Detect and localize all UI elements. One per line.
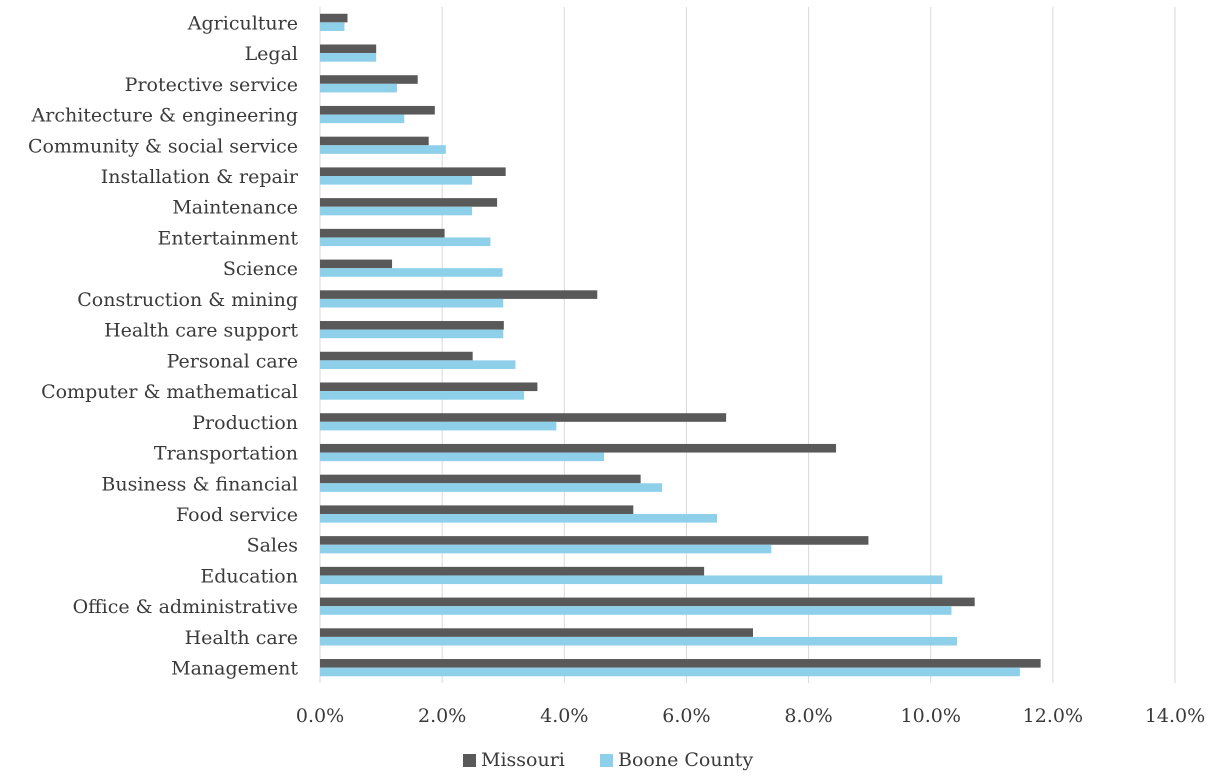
x-tick-label: 6.0% (662, 705, 710, 727)
bar-missouri (320, 228, 445, 238)
x-tick-label: 4.0% (540, 705, 588, 727)
bar-missouri (320, 413, 727, 422)
bar-boone-county (320, 298, 504, 308)
bar-missouri (320, 382, 538, 392)
bar-missouri (320, 259, 393, 269)
category-label: Office & administrative (73, 596, 298, 618)
bars (320, 13, 1041, 677)
bar-boone-county (320, 667, 1020, 677)
category-label: Architecture & engineering (31, 105, 298, 127)
category-label: Business & financial (101, 473, 298, 495)
bar-boone-county (320, 329, 504, 339)
legend-swatch (463, 754, 476, 767)
bar-boone-county (320, 22, 345, 31)
category-label: Personal care (167, 350, 298, 372)
bar-boone-county (320, 483, 662, 492)
bar-missouri (320, 167, 506, 176)
category-label: Legal (245, 43, 298, 65)
bar-missouri (320, 321, 504, 330)
bar-boone-county (320, 360, 516, 369)
bar-boone-county (320, 145, 446, 154)
category-label: Health care support (104, 320, 298, 342)
bar-missouri (320, 659, 1041, 668)
bar-missouri (320, 474, 641, 484)
x-tick-label: 8.0% (784, 705, 832, 727)
bar-boone-county (320, 206, 473, 216)
category-label: Community & social service (28, 135, 298, 157)
category-label: Protective service (125, 74, 298, 96)
category-label: Food service (176, 504, 298, 526)
x-tick-label: 10.0% (901, 705, 961, 727)
legend: Missouri Boone County (463, 749, 753, 771)
bar-boone-county (320, 114, 405, 124)
bar-boone-county (320, 83, 397, 93)
legend-label: Boone County (618, 749, 753, 771)
category-label: Entertainment (158, 227, 299, 249)
x-tick-labels: 0.0% 2.0% 4.0% 6.0% 8.0% 10.0% 12.0% 14.0% (296, 705, 1205, 727)
x-tick-label: 14.0% (1145, 705, 1205, 727)
bar-missouri (320, 136, 429, 146)
bar-boone-county (320, 544, 772, 554)
x-tick-label: 0.0% (296, 705, 344, 727)
bar-missouri (320, 75, 418, 84)
category-label: Maintenance (172, 197, 298, 219)
bar-boone-county (320, 575, 943, 585)
bar-boone-county (320, 237, 491, 247)
category-label: Construction & mining (77, 289, 298, 311)
bar-missouri (320, 198, 498, 207)
category-label: Transportation (154, 443, 298, 465)
category-label: Installation & repair (101, 166, 299, 188)
bar-boone-county (320, 514, 717, 523)
category-label: Sales (247, 535, 298, 557)
bar-missouri (320, 351, 473, 361)
bar-missouri (320, 566, 705, 576)
bar-missouri (320, 505, 634, 514)
bar-boone-county (320, 176, 473, 185)
category-label: Agriculture (187, 12, 298, 34)
bar-boone-county (320, 636, 957, 646)
bar-boone-county (320, 53, 377, 62)
category-label: Health care (185, 627, 298, 649)
bar-missouri (320, 290, 598, 299)
x-tick-label: 12.0% (1023, 705, 1083, 727)
category-label: Management (171, 658, 298, 680)
bar-missouri (320, 536, 869, 545)
bar-missouri (320, 44, 377, 54)
category-label: Computer & mathematical (41, 381, 298, 403)
x-tick-label: 2.0% (418, 705, 466, 727)
bar-missouri (320, 443, 837, 453)
bar-boone-county (320, 452, 604, 462)
bar-missouri (320, 13, 348, 23)
legend-swatch (600, 754, 613, 767)
bar-boone-county (320, 606, 952, 615)
category-labels: Agriculture Legal Protective service Archit… (28, 12, 299, 679)
bar-missouri (320, 105, 435, 115)
category-label: Education (200, 565, 298, 587)
bar-missouri (320, 597, 975, 607)
bar-boone-county (320, 421, 557, 431)
bar-boone-county (320, 391, 524, 400)
gridlines (319, 7, 1176, 683)
category-label: Production (192, 412, 298, 434)
bar-boone-county (320, 268, 503, 277)
legend-label: Missouri (481, 749, 565, 771)
bar-missouri (320, 628, 753, 637)
category-label: Science (223, 258, 298, 280)
